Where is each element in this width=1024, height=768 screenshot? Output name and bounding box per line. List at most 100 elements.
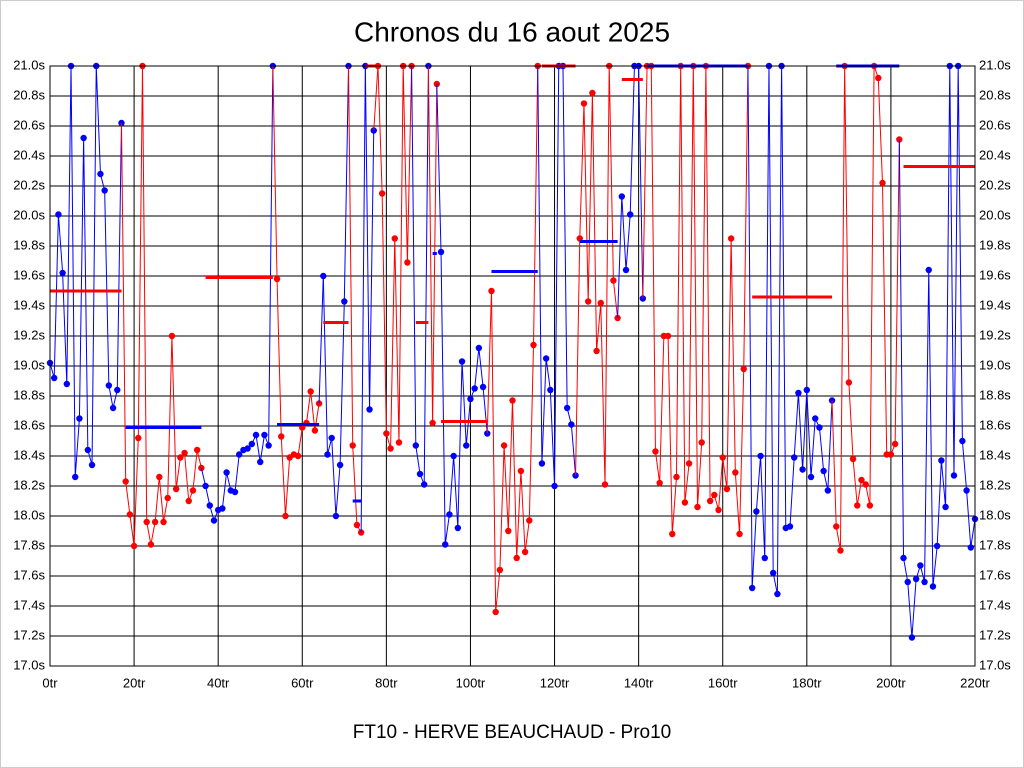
point bbox=[151, 518, 159, 526]
point bbox=[757, 452, 764, 460]
x-tick-label: 220tr bbox=[960, 675, 990, 690]
point bbox=[311, 427, 319, 434]
line bbox=[440, 251, 488, 545]
connector bbox=[427, 65, 434, 424]
connector bbox=[747, 65, 753, 589]
point bbox=[584, 298, 592, 305]
point bbox=[294, 452, 302, 460]
point bbox=[496, 566, 504, 574]
point bbox=[551, 482, 558, 490]
point bbox=[484, 430, 491, 437]
point bbox=[664, 332, 672, 340]
point bbox=[736, 530, 743, 538]
point bbox=[795, 389, 802, 397]
x-tick-label: 200tr bbox=[876, 675, 906, 690]
connector bbox=[360, 65, 366, 533]
point bbox=[816, 424, 823, 431]
point bbox=[610, 277, 617, 284]
point bbox=[711, 491, 718, 499]
line bbox=[903, 65, 976, 638]
point bbox=[563, 404, 571, 412]
y-tick-label: 18.0s bbox=[13, 507, 45, 522]
point bbox=[812, 415, 819, 422]
point bbox=[698, 439, 705, 446]
point bbox=[685, 460, 693, 467]
line bbox=[49, 65, 122, 478]
connector bbox=[272, 65, 278, 280]
point bbox=[206, 502, 213, 509]
point bbox=[458, 358, 466, 365]
connector bbox=[120, 122, 127, 482]
point bbox=[858, 476, 865, 484]
x-tick-label: 0tr bbox=[42, 675, 58, 690]
point bbox=[63, 380, 71, 388]
point bbox=[933, 542, 941, 550]
point bbox=[55, 211, 62, 218]
y-tick-label: 20.2s bbox=[13, 177, 45, 192]
point bbox=[627, 211, 634, 218]
y-tick-label-right: 17.8s bbox=[979, 537, 1011, 552]
point bbox=[324, 451, 331, 458]
y-tick-label-right: 18.4s bbox=[979, 447, 1011, 462]
y-tick-label-right: 19.4s bbox=[979, 297, 1011, 312]
point bbox=[887, 451, 895, 458]
point bbox=[479, 383, 487, 391]
connector bbox=[642, 65, 648, 299]
point bbox=[799, 466, 806, 473]
point bbox=[336, 461, 344, 469]
point bbox=[353, 521, 361, 529]
y-tick-label: 19.4s bbox=[13, 297, 45, 312]
point bbox=[761, 554, 768, 562]
point bbox=[748, 584, 756, 592]
connector bbox=[537, 65, 543, 464]
point bbox=[963, 487, 970, 494]
x-tick-label: 120tr bbox=[540, 675, 570, 690]
x-axis-label: FT10 - HERVE BEAUCHAUD - Pro10 bbox=[353, 722, 672, 743]
y-tick-label-right: 17.4s bbox=[979, 597, 1011, 612]
point bbox=[774, 590, 781, 598]
point bbox=[727, 235, 735, 242]
connector bbox=[486, 290, 492, 434]
connector bbox=[898, 139, 905, 559]
point bbox=[694, 503, 701, 511]
point bbox=[412, 442, 419, 449]
point bbox=[467, 395, 474, 403]
point bbox=[189, 487, 197, 494]
point bbox=[278, 433, 285, 440]
y-tick-label: 18.4s bbox=[13, 447, 45, 462]
y-tick-label-right: 19.6s bbox=[979, 267, 1011, 282]
point bbox=[656, 479, 663, 487]
x-tick-label: 20tr bbox=[123, 675, 146, 690]
point bbox=[383, 430, 390, 437]
point bbox=[959, 437, 966, 445]
point bbox=[378, 190, 386, 197]
line bbox=[490, 65, 539, 613]
x-tick-label: 80tr bbox=[375, 675, 398, 690]
point bbox=[210, 517, 218, 524]
point bbox=[273, 275, 281, 283]
point bbox=[471, 385, 478, 392]
point bbox=[719, 454, 726, 461]
connector bbox=[411, 65, 417, 446]
point bbox=[244, 445, 251, 452]
connector bbox=[318, 275, 324, 404]
y-tick-label-right: 18.2s bbox=[979, 477, 1011, 492]
point bbox=[97, 170, 104, 178]
point bbox=[391, 235, 398, 242]
point bbox=[618, 193, 626, 200]
point bbox=[942, 503, 949, 511]
y-tick-label-right: 19.2s bbox=[979, 327, 1011, 342]
point bbox=[593, 347, 600, 355]
point bbox=[492, 608, 499, 616]
point bbox=[921, 578, 928, 586]
point bbox=[542, 355, 550, 362]
point bbox=[769, 569, 777, 577]
y-tick-label: 19.2s bbox=[13, 327, 45, 342]
point bbox=[580, 100, 588, 107]
point bbox=[879, 179, 886, 187]
point bbox=[505, 527, 512, 535]
y-tick-label: 21.0s bbox=[13, 57, 45, 72]
point bbox=[282, 512, 289, 520]
point bbox=[845, 379, 853, 386]
y-tick-label: 18.8s bbox=[13, 387, 45, 402]
